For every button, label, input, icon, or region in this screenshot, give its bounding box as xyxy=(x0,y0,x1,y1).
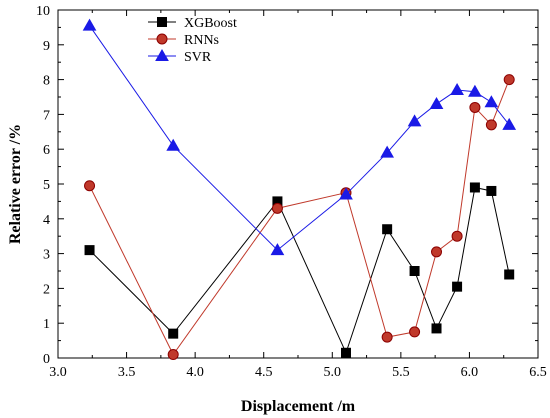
y-tick-label: 2 xyxy=(43,282,50,297)
legend-label-xgboost: XGBoost xyxy=(184,16,237,31)
data-point-svr xyxy=(484,95,499,108)
data-point-xgboost xyxy=(469,182,480,193)
data-point-xgboost xyxy=(409,266,420,276)
series-rnns xyxy=(84,74,515,361)
legend-label-svr: SVR xyxy=(184,50,212,65)
data-point-xgboost xyxy=(504,269,515,280)
series-line-svr xyxy=(89,25,510,251)
y-tick-label: 7 xyxy=(43,108,50,123)
data-point-rnns xyxy=(167,349,179,361)
data-point-rnns xyxy=(381,331,393,343)
data-point-xgboost xyxy=(341,347,351,358)
y-tick-label: 5 xyxy=(43,178,50,193)
data-point-svr xyxy=(380,145,395,158)
data-point-rnns xyxy=(84,180,96,192)
legend-item-svr: SVR xyxy=(148,48,212,65)
data-point-svr xyxy=(502,117,517,130)
y-tick-label: 4 xyxy=(43,213,50,228)
y-tick-label: 8 xyxy=(43,74,50,89)
data-point-rnns xyxy=(409,326,421,338)
data-point-svr xyxy=(429,96,444,109)
y-axis-title: Relative error /% xyxy=(7,124,24,244)
y-tick-label: 3 xyxy=(43,248,50,263)
data-point-svr xyxy=(450,83,464,96)
data-point-svr xyxy=(82,18,97,31)
data-point-svr xyxy=(166,138,181,151)
y-tick-label: 6 xyxy=(43,143,50,158)
data-point-xgboost xyxy=(486,185,497,196)
legend-label-rnns: RNNs xyxy=(184,33,219,48)
x-tick-label: 6.0 xyxy=(461,365,479,380)
x-tick-label: 6.5 xyxy=(529,365,547,380)
series-line-rnns xyxy=(89,79,510,356)
series-xgboost xyxy=(84,182,515,358)
y-tick-label: 9 xyxy=(43,39,50,54)
series-line-xgboost xyxy=(89,186,510,355)
data-point-svr xyxy=(339,187,353,200)
data-point-xgboost xyxy=(452,281,463,292)
legend-item-xgboost: XGBoost xyxy=(148,16,237,31)
data-point-svr xyxy=(270,243,285,256)
data-point-xgboost xyxy=(382,224,393,235)
x-axis-title: Displacement /m xyxy=(241,398,356,415)
y-tick-label: 10 xyxy=(36,4,50,19)
plot-frame xyxy=(57,9,539,359)
x-tick-label: 3.5 xyxy=(118,365,136,380)
data-point-rnns xyxy=(271,202,283,214)
x-tick-label: 4.5 xyxy=(255,365,273,380)
legend-item-rnns: RNNs xyxy=(148,33,219,48)
series-layer xyxy=(82,18,517,361)
legend-marker-xgboost xyxy=(157,17,167,27)
data-point-rnns xyxy=(431,246,443,258)
data-point-rnns xyxy=(451,230,463,242)
data-point-xgboost xyxy=(168,328,179,339)
data-point-svr xyxy=(468,84,482,97)
data-point-rnns xyxy=(503,74,515,86)
x-tick-label: 5.5 xyxy=(392,365,410,380)
data-point-svr xyxy=(407,114,422,127)
x-tick-label: 3.0 xyxy=(49,365,67,380)
legend-marker-rnns xyxy=(156,33,168,45)
data-point-xgboost xyxy=(84,245,95,256)
y-tick-label: 0 xyxy=(43,352,50,367)
data-point-rnns xyxy=(469,101,481,113)
axes: 3.0 3.5 4.0 4.5 5.0 5.5 6.0 6.5 0 1 2 3 4 5 6 7 8 9 10 xyxy=(36,4,547,380)
series-svr xyxy=(82,18,517,256)
legend: XGBoost RNNs SVR xyxy=(148,16,237,65)
x-tick-label: 4.0 xyxy=(186,365,204,380)
data-point-rnns xyxy=(485,119,497,131)
data-point-xgboost xyxy=(431,323,442,334)
x-tick-label: 5.0 xyxy=(324,365,342,380)
y-tick-label: 1 xyxy=(43,317,50,332)
legend-marker-svr xyxy=(155,48,169,61)
